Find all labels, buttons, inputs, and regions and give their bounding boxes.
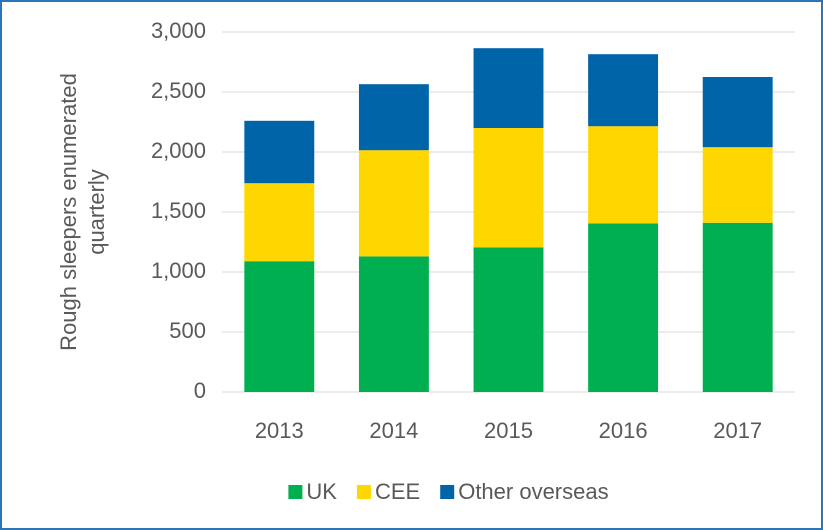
- bar-segment: [588, 223, 659, 392]
- x-tick-label: 2014: [369, 418, 418, 443]
- y-tick-label: 3,000: [151, 18, 206, 43]
- bar-segment: [702, 222, 773, 392]
- bar-segment: [244, 120, 315, 184]
- legend-swatch: [356, 485, 371, 499]
- x-tick-label: 2017: [713, 418, 762, 443]
- legend-label: Other overseas: [458, 479, 608, 504]
- bar-segment: [702, 147, 773, 223]
- bar-segment: [473, 247, 544, 392]
- bar-segment: [588, 126, 659, 224]
- legend-label: CEE: [375, 479, 420, 504]
- y-tick-label: 1,000: [151, 258, 206, 283]
- bar-segment: [588, 54, 659, 127]
- legend: UK CEE Other overseas: [288, 479, 609, 504]
- bar-segment: [702, 77, 773, 148]
- bar-segment: [244, 261, 315, 392]
- bar-segment: [358, 150, 429, 257]
- x-tick-label: 2013: [255, 418, 304, 443]
- legend-label: UK: [306, 479, 337, 504]
- bar-segment: [473, 128, 544, 248]
- legend-swatch: [440, 485, 455, 499]
- y-tick-label: 2,000: [151, 138, 206, 163]
- x-tick-label: 2016: [599, 418, 648, 443]
- x-tick-label: 2015: [484, 418, 533, 443]
- bar-segment: [244, 183, 315, 262]
- bar-segment: [358, 256, 429, 392]
- y-tick-label: 0: [194, 378, 206, 403]
- y-tick-label: 2,500: [151, 78, 206, 103]
- y-tick-label: 500: [169, 318, 206, 343]
- y-tick-label: 1,500: [151, 198, 206, 223]
- y-axis-label-line: quarterly: [84, 169, 109, 255]
- y-axis-label-line: Rough sleepers enumerated: [56, 73, 81, 351]
- bar-segment: [358, 84, 429, 151]
- bar-segment: [473, 48, 544, 129]
- legend-swatch: [288, 485, 303, 499]
- y-axis-label: Rough sleepers enumerated quarterly: [56, 73, 109, 351]
